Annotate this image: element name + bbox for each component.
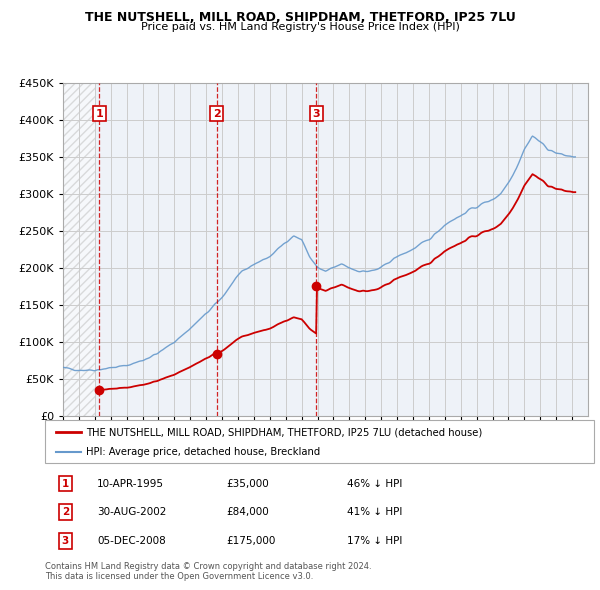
Text: THE NUTSHELL, MILL ROAD, SHIPDHAM, THETFORD, IP25 7LU: THE NUTSHELL, MILL ROAD, SHIPDHAM, THETF… bbox=[85, 11, 515, 24]
Text: 10-APR-1995: 10-APR-1995 bbox=[97, 478, 164, 489]
Text: 05-DEC-2008: 05-DEC-2008 bbox=[97, 536, 166, 546]
Text: £84,000: £84,000 bbox=[226, 507, 269, 517]
Text: 1: 1 bbox=[62, 478, 69, 489]
Text: £175,000: £175,000 bbox=[226, 536, 275, 546]
Bar bbox=[63, 83, 95, 416]
Text: 30-AUG-2002: 30-AUG-2002 bbox=[97, 507, 167, 517]
Text: 2: 2 bbox=[62, 507, 69, 517]
Text: Contains HM Land Registry data © Crown copyright and database right 2024.
This d: Contains HM Land Registry data © Crown c… bbox=[45, 562, 371, 581]
Text: 41% ↓ HPI: 41% ↓ HPI bbox=[347, 507, 403, 517]
Text: THE NUTSHELL, MILL ROAD, SHIPDHAM, THETFORD, IP25 7LU (detached house): THE NUTSHELL, MILL ROAD, SHIPDHAM, THETF… bbox=[86, 427, 482, 437]
Text: 46% ↓ HPI: 46% ↓ HPI bbox=[347, 478, 403, 489]
Text: Price paid vs. HM Land Registry's House Price Index (HPI): Price paid vs. HM Land Registry's House … bbox=[140, 22, 460, 32]
Text: 1: 1 bbox=[95, 109, 103, 119]
Text: HPI: Average price, detached house, Breckland: HPI: Average price, detached house, Brec… bbox=[86, 447, 320, 457]
Text: 3: 3 bbox=[313, 109, 320, 119]
Text: 2: 2 bbox=[213, 109, 221, 119]
Text: 3: 3 bbox=[62, 536, 69, 546]
Text: 17% ↓ HPI: 17% ↓ HPI bbox=[347, 536, 403, 546]
Text: £35,000: £35,000 bbox=[226, 478, 269, 489]
